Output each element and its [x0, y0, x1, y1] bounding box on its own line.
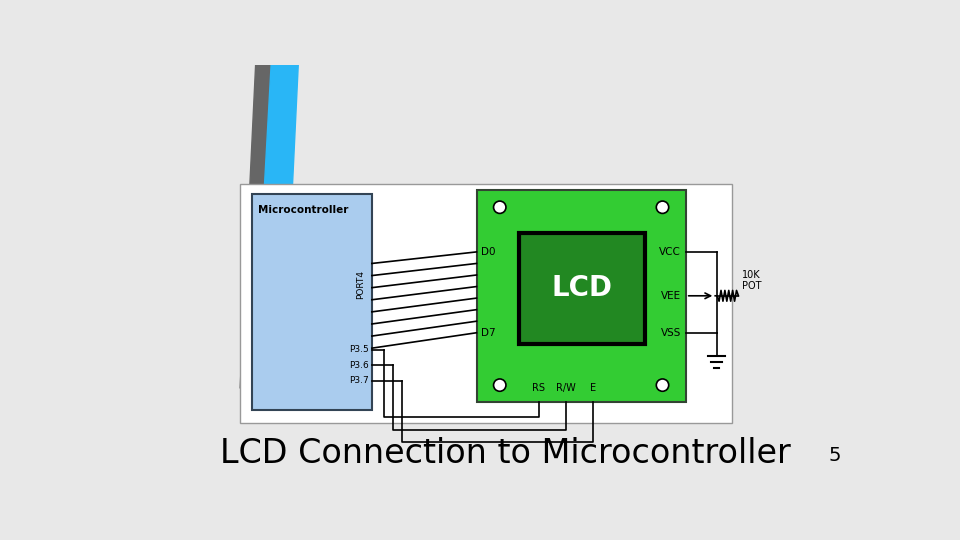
Text: Microcontroller: Microcontroller: [258, 205, 348, 215]
Text: RS: RS: [532, 383, 545, 393]
Text: PORT4: PORT4: [356, 270, 366, 299]
Text: R/W: R/W: [556, 383, 575, 393]
Text: VCC: VCC: [660, 247, 681, 257]
Text: P3.5: P3.5: [348, 345, 369, 354]
Circle shape: [657, 201, 669, 213]
Text: E: E: [589, 383, 596, 393]
Text: VSS: VSS: [660, 328, 681, 338]
Bar: [252, 194, 372, 410]
Text: LCD Connection to Microcontroller: LCD Connection to Microcontroller: [221, 437, 791, 470]
Polygon shape: [253, 65, 299, 388]
Bar: [519, 233, 645, 345]
Circle shape: [493, 379, 506, 392]
Text: LCD: LCD: [552, 274, 612, 302]
Polygon shape: [240, 65, 287, 388]
Text: D7: D7: [481, 328, 495, 338]
Circle shape: [657, 379, 669, 392]
Text: VEE: VEE: [661, 291, 681, 301]
Text: P3.6: P3.6: [348, 361, 369, 369]
Text: D0: D0: [481, 247, 495, 257]
Circle shape: [493, 201, 506, 213]
Bar: [240, 184, 732, 423]
Text: 5: 5: [828, 446, 841, 465]
Bar: [476, 190, 685, 402]
Text: 10K
POT: 10K POT: [741, 271, 761, 291]
Text: P3.7: P3.7: [348, 376, 369, 385]
